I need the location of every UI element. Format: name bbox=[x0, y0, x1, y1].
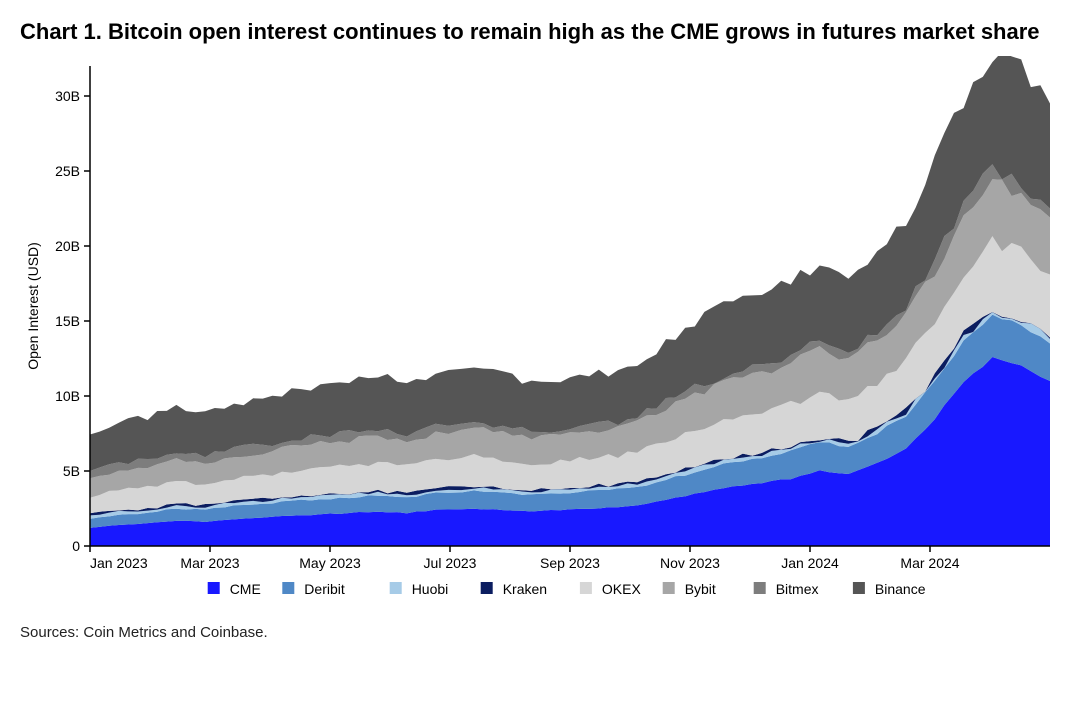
chart-container: 0 5B 10B 15B 20B 25B 30B Jan 2023 Mar 2023 May 20… bbox=[20, 56, 1060, 616]
sources-text: Sources: Coin Metrics and Coinbase. bbox=[20, 624, 1060, 641]
ytick-label: 0 bbox=[72, 538, 80, 554]
xtick-label: Jan 2023 bbox=[90, 555, 148, 571]
legend-label: Bybit bbox=[685, 581, 716, 597]
legend-label: Kraken bbox=[503, 581, 547, 597]
legend-label: OKEX bbox=[602, 581, 642, 597]
legend-swatch-cme bbox=[208, 582, 220, 594]
ytick-label: 5B bbox=[63, 463, 80, 479]
chart-title: Chart 1. Bitcoin open interest continues… bbox=[20, 18, 1060, 46]
ytick-label: 25B bbox=[55, 163, 80, 179]
legend-swatch-binance bbox=[853, 582, 865, 594]
y-axis-label: Open Interest (USD) bbox=[25, 242, 41, 370]
xtick-label: Mar 2024 bbox=[900, 555, 959, 571]
legend: CME Deribit Huobi Kraken OKEX Bybit Bitmex Bina… bbox=[208, 581, 926, 597]
xtick-label: Mar 2023 bbox=[180, 555, 239, 571]
xtick-label: May 2023 bbox=[299, 555, 361, 571]
legend-swatch-bybit bbox=[663, 582, 675, 594]
stacked-area-chart: 0 5B 10B 15B 20B 25B 30B Jan 2023 Mar 2023 May 20… bbox=[20, 56, 1060, 616]
ytick-label: 30B bbox=[55, 88, 80, 104]
xtick-label: Sep 2023 bbox=[540, 555, 600, 571]
legend-label: Binance bbox=[875, 581, 926, 597]
legend-swatch-deribit bbox=[282, 582, 294, 594]
legend-label: Huobi bbox=[412, 581, 449, 597]
xtick-label: Jan 2024 bbox=[781, 555, 839, 571]
legend-swatch-kraken bbox=[481, 582, 493, 594]
ytick-label: 10B bbox=[55, 388, 80, 404]
legend-swatch-huobi bbox=[390, 582, 402, 594]
legend-label: Deribit bbox=[304, 581, 345, 597]
ytick-label: 15B bbox=[55, 313, 80, 329]
legend-label: Bitmex bbox=[776, 581, 819, 597]
stacked-areas bbox=[90, 56, 1050, 546]
ytick-label: 20B bbox=[55, 238, 80, 254]
xtick-label: Jul 2023 bbox=[424, 555, 477, 571]
legend-label: CME bbox=[230, 581, 261, 597]
legend-swatch-okex bbox=[580, 582, 592, 594]
xtick-label: Nov 2023 bbox=[660, 555, 720, 571]
legend-swatch-bitmex bbox=[754, 582, 766, 594]
